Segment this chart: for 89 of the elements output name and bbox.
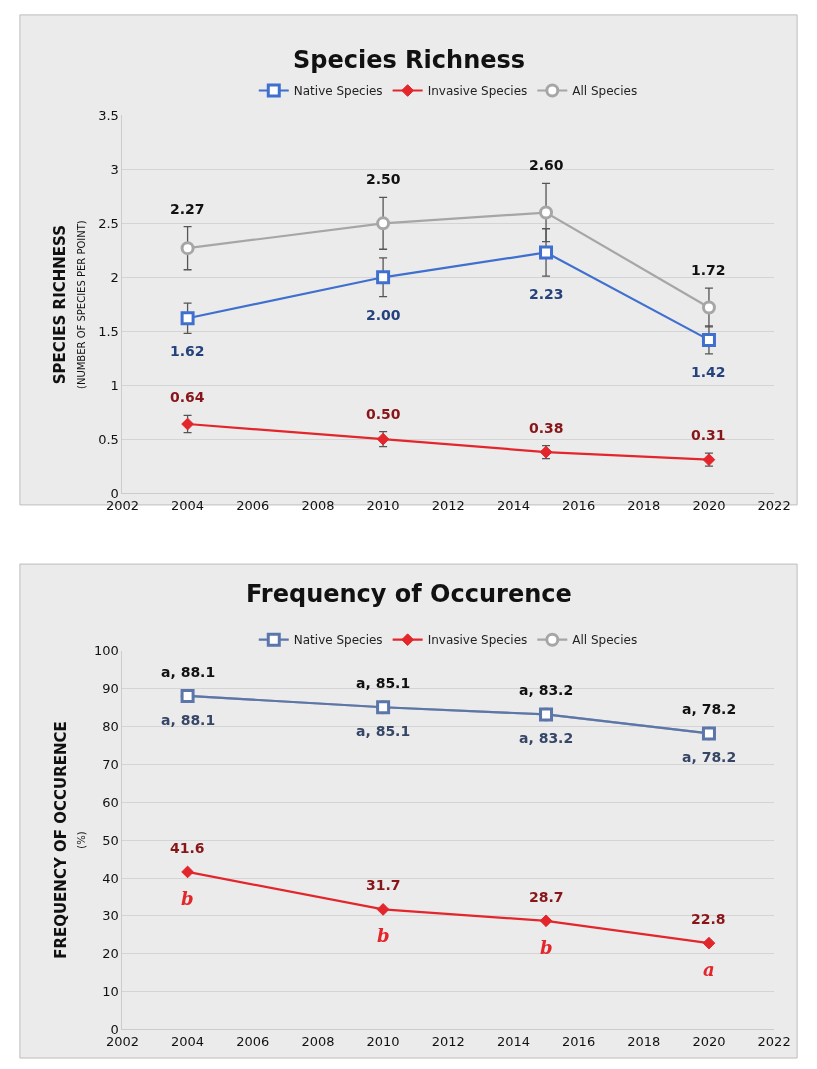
point bbox=[701, 300, 716, 315]
x-tick-label: 2012 bbox=[431, 497, 465, 513]
x-tick-label: 2004 bbox=[171, 1034, 205, 1050]
x-tick-label: 2020 bbox=[692, 497, 726, 513]
annotation: b bbox=[377, 925, 390, 946]
point bbox=[702, 936, 716, 950]
y-axis-title: SPECIES RICHNESS (NUMBER OF SPECIES PER POINT) bbox=[51, 220, 87, 389]
x-tick-label: 2016 bbox=[562, 1034, 596, 1050]
x-tick-label: 2022 bbox=[757, 1034, 791, 1050]
data-label: 28.7 bbox=[529, 889, 564, 905]
x-tick-label: 2020 bbox=[692, 1034, 726, 1050]
x-tick-label: 2008 bbox=[301, 1034, 335, 1050]
data-label: 1.62 bbox=[170, 343, 205, 359]
data-label: 0.50 bbox=[366, 406, 401, 422]
data-label: a, 83.2 bbox=[519, 730, 574, 746]
point bbox=[539, 914, 553, 928]
y-tick-label: 90 bbox=[102, 681, 119, 697]
x-tick-label: 2016 bbox=[562, 497, 596, 513]
y-tick-label: 2.5 bbox=[98, 215, 119, 231]
x-tick-label: 2018 bbox=[627, 1034, 661, 1050]
y-tick-label: 60 bbox=[102, 794, 119, 810]
y-tick-label: 20 bbox=[102, 946, 119, 962]
point bbox=[701, 332, 716, 347]
data-label: 2.27 bbox=[170, 201, 205, 217]
point bbox=[539, 205, 554, 220]
point bbox=[539, 245, 554, 260]
x-tick-label: 2004 bbox=[171, 497, 205, 513]
x-tick-label: 2014 bbox=[496, 497, 530, 513]
chart-title: Frequency of Occurence bbox=[246, 580, 572, 608]
data-label: 0.31 bbox=[691, 427, 726, 443]
x-tick-label: 2002 bbox=[105, 1034, 139, 1050]
point bbox=[181, 865, 194, 879]
data-label: 1.42 bbox=[691, 364, 726, 380]
y-tick-label: 3 bbox=[110, 161, 119, 177]
y-axis-title: FREQUENCY OF OCCURENCE (%) bbox=[51, 721, 88, 959]
data-label: a, 78.2 bbox=[682, 701, 737, 717]
y-tick-label: 40 bbox=[102, 870, 119, 886]
legend-label: Native Species bbox=[293, 633, 383, 648]
x-tick-label: 2014 bbox=[496, 1034, 530, 1050]
legend-label: Invasive Species bbox=[427, 84, 528, 99]
point bbox=[376, 216, 391, 231]
data-label: a, 85.1 bbox=[356, 675, 411, 691]
legend-label: Native Species bbox=[293, 84, 383, 99]
x-tick-label: 2010 bbox=[366, 497, 400, 513]
data-label: 1.72 bbox=[691, 262, 726, 278]
data-label: 2.00 bbox=[366, 307, 401, 323]
y-tick-label: 100 bbox=[93, 643, 119, 659]
y-tick-label: 50 bbox=[102, 832, 119, 848]
data-label: a, 78.2 bbox=[682, 749, 737, 765]
data-label: 22.8 bbox=[691, 911, 726, 927]
y-tick-label: 80 bbox=[102, 719, 119, 735]
data-label: a, 85.1 bbox=[356, 723, 411, 739]
legend-label: Invasive Species bbox=[427, 633, 528, 648]
legend-label: All Species bbox=[572, 84, 638, 99]
annotation: a bbox=[703, 959, 715, 980]
y-tick-label: 0.5 bbox=[98, 431, 119, 447]
annotation: b bbox=[181, 888, 194, 909]
chart-title: Species Richness bbox=[293, 46, 526, 74]
y-tick-label: 1 bbox=[110, 377, 119, 393]
y-tick-label: 2 bbox=[110, 269, 119, 285]
x-tick-label: 2006 bbox=[236, 497, 270, 513]
y-tick-label: 10 bbox=[102, 984, 119, 1000]
data-label: 0.38 bbox=[529, 420, 564, 436]
data-label: 0.64 bbox=[170, 389, 205, 405]
y-tick-label: 70 bbox=[102, 756, 119, 772]
x-tick-label: 2018 bbox=[627, 497, 661, 513]
data-label: a, 83.2 bbox=[519, 682, 574, 698]
data-label: 2.60 bbox=[529, 157, 564, 173]
data-label: 31.7 bbox=[366, 877, 401, 893]
data-label: a, 88.1 bbox=[161, 664, 216, 680]
x-tick-label: 2022 bbox=[757, 497, 791, 513]
y-tick-label: 1.5 bbox=[98, 323, 119, 339]
y-tick-label: 0 bbox=[110, 1022, 119, 1037]
annotation: b bbox=[540, 937, 553, 958]
legend-label: All Species bbox=[572, 633, 638, 648]
x-tick-label: 2012 bbox=[431, 1034, 465, 1050]
data-label: 2.50 bbox=[366, 171, 401, 187]
x-tick-label: 2010 bbox=[366, 1034, 400, 1050]
data-label: a, 88.1 bbox=[161, 712, 216, 728]
y-tick-label: 3.5 bbox=[98, 108, 119, 124]
data-label: 2.23 bbox=[529, 286, 564, 302]
point bbox=[180, 241, 195, 256]
x-tick-label: 2006 bbox=[236, 1034, 270, 1050]
y-tick-label: 30 bbox=[102, 908, 119, 924]
point bbox=[180, 311, 195, 326]
point bbox=[376, 903, 390, 916]
data-label: 41.6 bbox=[170, 840, 205, 856]
point bbox=[376, 270, 391, 285]
x-tick-label: 2008 bbox=[301, 497, 335, 513]
